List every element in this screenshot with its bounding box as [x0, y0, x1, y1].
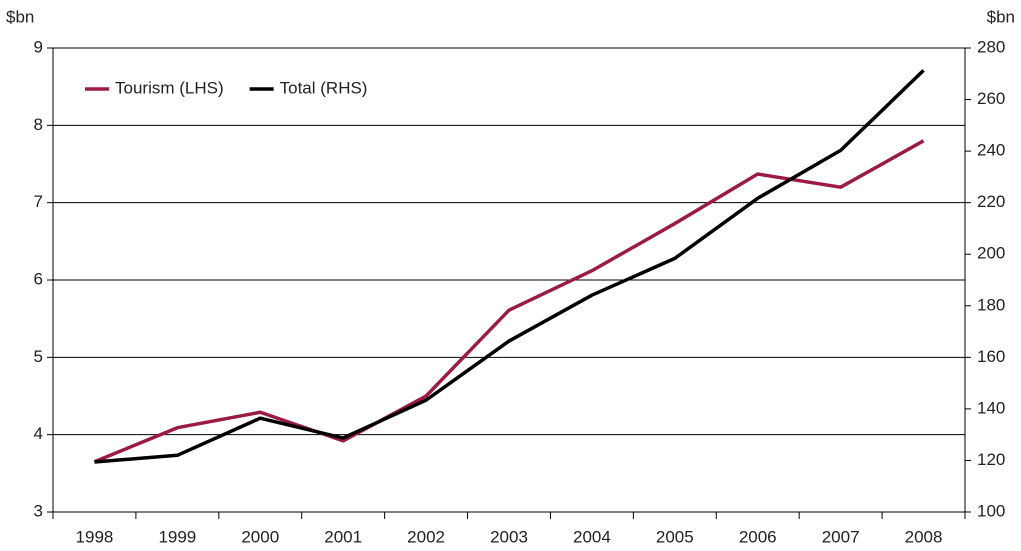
y-tick-label: 8	[34, 115, 43, 134]
plot-frame	[52, 47, 966, 513]
series-line	[93, 139, 925, 464]
y2-tick-label: 220	[977, 192, 1005, 211]
y2-tick-label: 100	[977, 501, 1005, 520]
x-tick-label: 2008	[905, 527, 943, 546]
y2-tick-label: 260	[977, 89, 1005, 108]
y-axis-label: $bn	[6, 7, 34, 26]
y2-tick-label: 160	[977, 347, 1005, 366]
x-tick-label: 2001	[324, 527, 362, 546]
y-tick-label: 7	[34, 192, 43, 211]
y2-tick-label: 240	[977, 141, 1005, 160]
y2-tick-label: 200	[977, 244, 1005, 263]
y2-tick-label: 120	[977, 450, 1005, 469]
y2-tick-label: 140	[977, 398, 1005, 417]
legend-label: Tourism (LHS)	[115, 78, 224, 97]
series-line	[94, 69, 925, 464]
x-tick-label: 2004	[573, 527, 611, 546]
y-tick-label: 4	[34, 424, 43, 443]
y2-tick-label: 280	[977, 37, 1005, 56]
y2-tick-label: 180	[977, 295, 1005, 314]
y-tick-label: 9	[34, 37, 43, 56]
x-tick-label: 1998	[76, 527, 114, 546]
y-tick-label: 5	[34, 347, 43, 366]
x-tick-label: 2006	[739, 527, 777, 546]
y-tick-label: 6	[34, 269, 43, 288]
x-tick-label: 1999	[158, 527, 196, 546]
legend-label: Total (RHS)	[280, 78, 368, 97]
y-tick-label: 3	[34, 501, 43, 520]
x-tick-label: 2000	[241, 527, 279, 546]
x-tick-label: 2005	[656, 527, 694, 546]
x-tick-label: 2007	[822, 527, 860, 546]
y2-axis-label: $bn	[987, 7, 1015, 26]
x-tick-label: 2003	[490, 527, 528, 546]
x-tick-label: 2002	[407, 527, 445, 546]
